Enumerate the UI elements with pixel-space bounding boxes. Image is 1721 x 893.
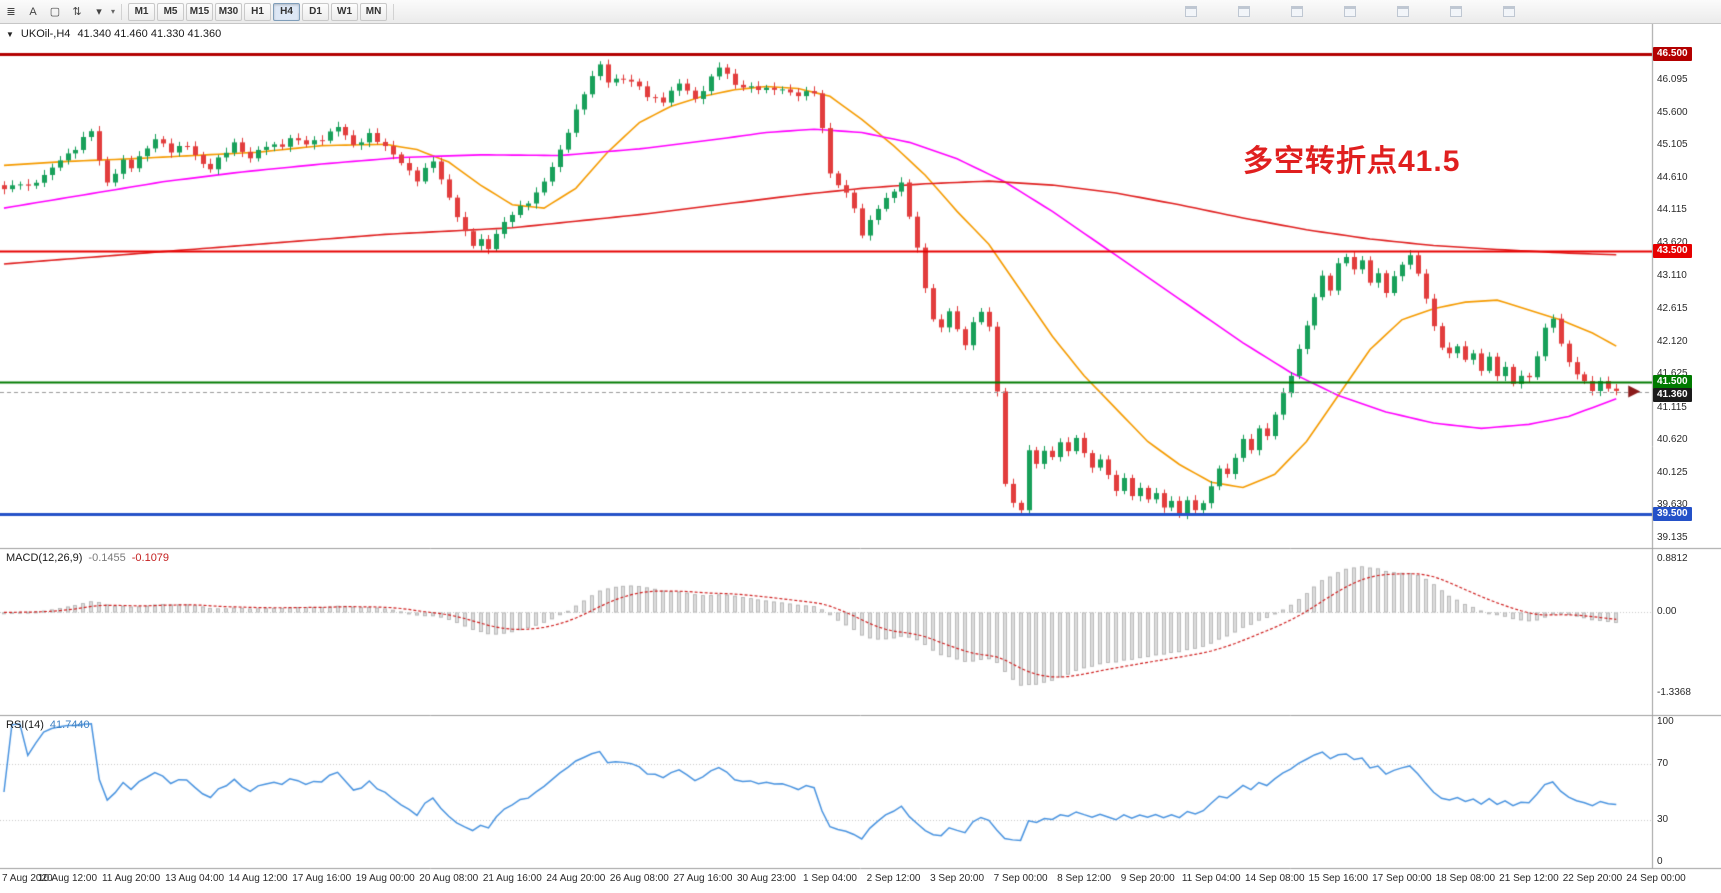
timeframe-h1[interactable]: H1 — [244, 2, 272, 21]
timeframe-w1[interactable]: W1 — [331, 2, 359, 21]
toolbar-mini-icon[interactable] — [1450, 6, 1462, 17]
timeframe-menu-icon[interactable]: ⇅ — [72, 6, 82, 18]
toolbar-mini-icons — [1185, 6, 1515, 17]
toolbar-separator — [393, 3, 395, 20]
toolbar: ≣ A ▢ ⇅ ▾ ▾ M1 M5 M15 M30 H1 H4 D1 W1 MN — [0, 0, 1721, 24]
timeframe-d1[interactable]: D1 — [302, 2, 330, 21]
timeframe-m30[interactable]: M30 — [215, 2, 243, 21]
cursor-tool[interactable]: A — [29, 5, 37, 18]
chart-canvas[interactable] — [0, 24, 1721, 893]
toolbar-mini-icon[interactable] — [1397, 6, 1409, 17]
toolbar-mini-icon[interactable] — [1503, 6, 1515, 17]
dropdown-caret-icon[interactable]: ▾ — [96, 6, 102, 18]
timeframe-h4[interactable]: H4 — [273, 2, 301, 21]
dropdown-caret-icon[interactable]: ▾ — [111, 7, 116, 16]
timeframe-toolbar: M1 M5 M15 M30 H1 H4 D1 W1 MN — [127, 2, 388, 21]
toolbar-mini-icon[interactable] — [1238, 6, 1250, 17]
toolbar-mini-icon[interactable] — [1344, 6, 1356, 17]
timeframe-mn[interactable]: MN — [360, 2, 388, 21]
chart-area: ▼ UKOil-,H4 41.340 41.460 41.330 41.360 … — [0, 24, 1721, 893]
toolbar-mini-icon[interactable] — [1185, 6, 1197, 17]
toolbar-left-tools: ≣ A ▢ ⇅ ▾ — [0, 3, 110, 21]
timeframe-m1[interactable]: M1 — [128, 2, 156, 21]
timeframe-m5[interactable]: M5 — [157, 2, 185, 21]
crosshair-tool-icon[interactable]: ▢ — [49, 6, 61, 18]
toolbar-mini-icon[interactable] — [1291, 6, 1303, 17]
toolbar-separator — [121, 3, 123, 20]
timeframe-m15[interactable]: M15 — [186, 2, 214, 21]
charts-toolbar-icon[interactable]: ≣ — [6, 6, 16, 18]
